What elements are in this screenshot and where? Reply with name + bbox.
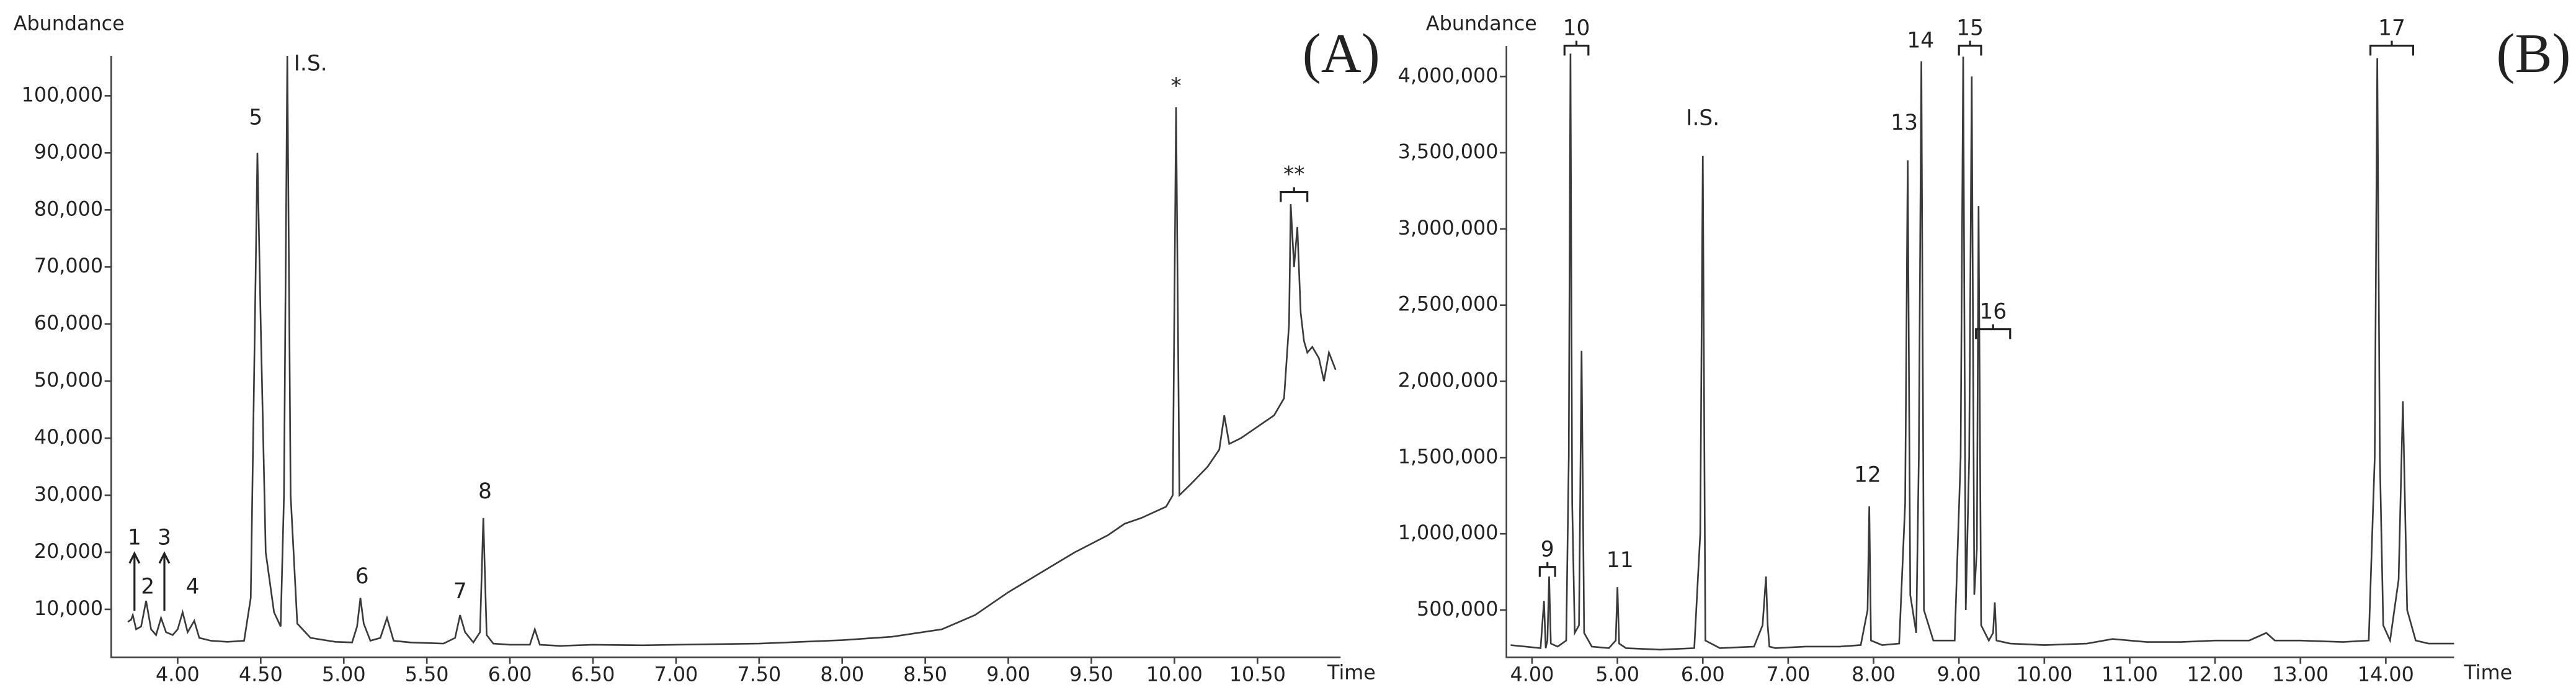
peak-label: 7 bbox=[453, 579, 467, 604]
data-line bbox=[127, 56, 1337, 647]
bracket bbox=[1563, 40, 1590, 56]
x-tick-label: 7.50 bbox=[737, 663, 781, 686]
x-tick-label: 9.00 bbox=[986, 663, 1030, 686]
peak-label: 8 bbox=[478, 479, 492, 504]
y-tick-label: 3,500,000 bbox=[1398, 141, 1499, 163]
x-tick-label: 10.00 bbox=[1146, 663, 1203, 686]
peak-label: 10 bbox=[1563, 16, 1590, 41]
x-tick-label: 9.00 bbox=[1937, 663, 1981, 686]
peak-label: I.S. bbox=[1686, 106, 1719, 131]
peak-label: * bbox=[1170, 74, 1181, 99]
data-line bbox=[1510, 53, 2454, 651]
y-tick-label: 50,000 bbox=[34, 369, 103, 392]
x-tick-label: 12.00 bbox=[2187, 663, 2244, 686]
x-tick-label: 8.00 bbox=[820, 663, 864, 686]
x-tick-label: 7.00 bbox=[654, 663, 698, 686]
peak-label: 12 bbox=[1854, 462, 1881, 487]
x-tick-label: 6.00 bbox=[488, 663, 532, 686]
x-tick-label: 6.50 bbox=[571, 663, 615, 686]
axis-line bbox=[1505, 46, 2454, 658]
peak-label: 17 bbox=[2378, 16, 2405, 41]
y-tick-label: 90,000 bbox=[34, 141, 103, 163]
x-tick-label: 8.50 bbox=[903, 663, 947, 686]
panel: Abundance Time (B) 500,000 1,000,000 1,500,00… bbox=[1398, 13, 2571, 686]
x-tick-label: 8.00 bbox=[1852, 663, 1896, 686]
y-axis-title: Abundance bbox=[1426, 13, 1537, 35]
panel-label: (B) bbox=[2496, 23, 2570, 84]
x-tick-label: 4.50 bbox=[239, 663, 283, 686]
peak-label: 16 bbox=[1979, 300, 2007, 325]
bracket bbox=[1280, 187, 1309, 202]
peak-label: ** bbox=[1283, 163, 1304, 187]
peak-label: 1 bbox=[128, 525, 141, 550]
peak-label: 13 bbox=[1891, 110, 1918, 135]
y-tick-label: 40,000 bbox=[34, 426, 103, 449]
peak-label: 2 bbox=[141, 574, 154, 599]
x-tick-label: 10.00 bbox=[2016, 663, 2072, 686]
x-axis-title: Time bbox=[1327, 662, 1376, 684]
y-tick-label: 3,000,000 bbox=[1398, 217, 1499, 240]
peak-label: I.S. bbox=[294, 51, 328, 76]
panel-label: (A) bbox=[1303, 23, 1380, 84]
x-tick-label: 7.00 bbox=[1767, 663, 1811, 686]
bracket bbox=[1958, 40, 1982, 56]
peak-label: 15 bbox=[1956, 16, 1984, 41]
peak-label: 11 bbox=[1607, 548, 1634, 573]
axis-line bbox=[110, 56, 1341, 658]
y-tick-label: 2,500,000 bbox=[1398, 294, 1499, 316]
y-tick-label: 30,000 bbox=[34, 483, 103, 506]
peak-label: 14 bbox=[1907, 28, 1934, 53]
panel: Abundance Time (A) 10,000 20,000 30,000 40,000… bbox=[14, 13, 1380, 686]
y-tick-label: 80,000 bbox=[34, 198, 103, 220]
x-tick-label: 14.00 bbox=[2358, 663, 2414, 686]
x-tick-label: 5.00 bbox=[322, 663, 366, 686]
peak-label: 3 bbox=[158, 525, 171, 550]
y-tick-label: 70,000 bbox=[34, 255, 103, 277]
y-tick-label: 1,000,000 bbox=[1398, 522, 1499, 544]
y-axis-title: Abundance bbox=[14, 13, 125, 35]
y-tick-label: 20,000 bbox=[34, 541, 103, 563]
y-tick-label: 1,500,000 bbox=[1398, 446, 1499, 468]
y-tick-label: 4,000,000 bbox=[1398, 65, 1499, 87]
y-tick-label: 2,000,000 bbox=[1398, 370, 1499, 392]
x-tick-label: 13.00 bbox=[2272, 663, 2329, 686]
peak-label: 4 bbox=[186, 574, 200, 599]
x-tick-label: 4.00 bbox=[156, 663, 200, 686]
x-tick-label: 10.50 bbox=[1229, 663, 1286, 686]
bracket bbox=[1975, 324, 2012, 339]
bracket bbox=[2369, 40, 2415, 56]
y-tick-label: 500,000 bbox=[1417, 598, 1498, 621]
y-tick-label: 60,000 bbox=[34, 312, 103, 334]
x-tick-label: 6.00 bbox=[1681, 663, 1725, 686]
x-tick-label: 5.00 bbox=[1595, 663, 1639, 686]
arrow bbox=[158, 551, 171, 611]
bracket bbox=[1538, 562, 1556, 577]
y-tick-label: 100,000 bbox=[22, 84, 103, 106]
y-tick-label: 10,000 bbox=[34, 598, 103, 620]
peak-label: 9 bbox=[1541, 537, 1554, 562]
x-tick-label: 5.50 bbox=[405, 663, 449, 686]
x-tick-label: 9.50 bbox=[1069, 663, 1113, 686]
arrow bbox=[128, 551, 141, 611]
peak-label: 5 bbox=[249, 105, 262, 130]
x-tick-label: 11.00 bbox=[2101, 663, 2158, 686]
peak-label: 6 bbox=[355, 564, 369, 589]
x-tick-label: 4.00 bbox=[1510, 663, 1554, 686]
x-axis-title: Time bbox=[2463, 662, 2512, 684]
